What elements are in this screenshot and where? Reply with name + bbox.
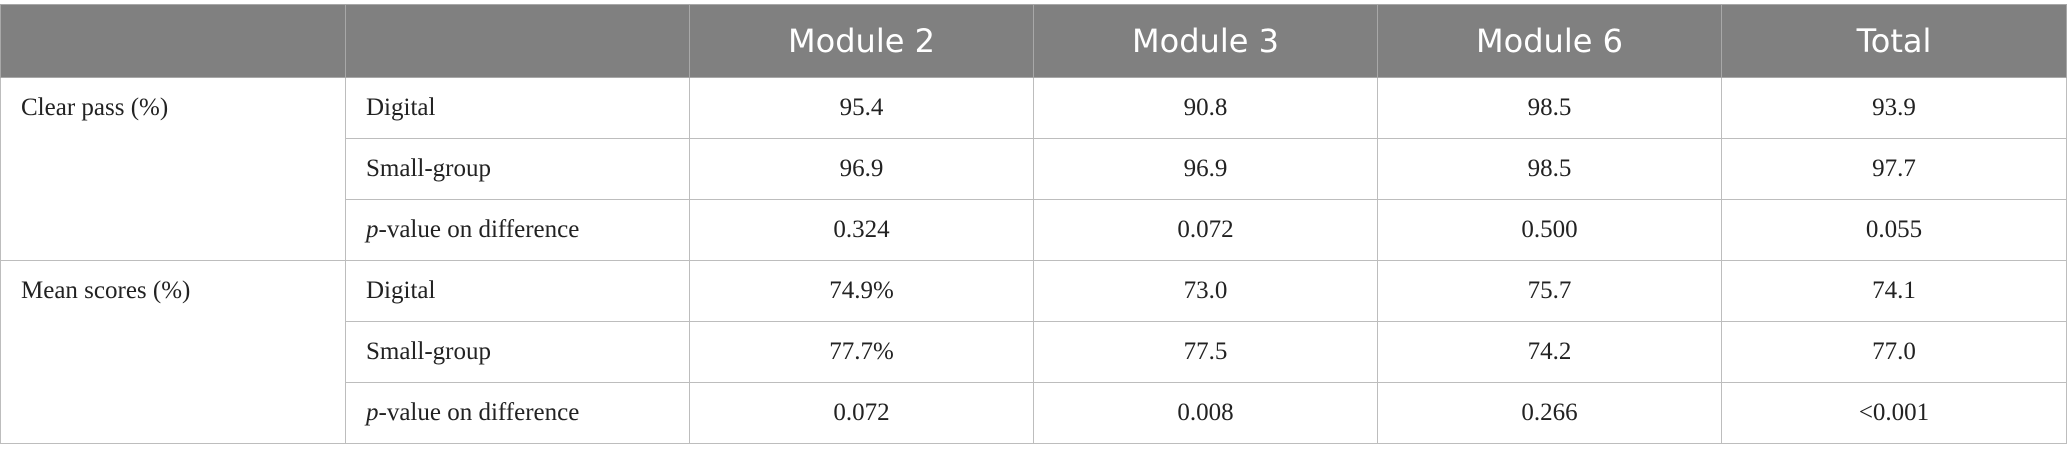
table-row: p-value on difference 0.324 0.072 0.500 0.05… [1,199,2067,261]
value-cell: 0.500 [1377,199,1722,261]
value-cell: 93.9 [1721,77,2067,139]
value-cell: 0.072 [689,382,1034,444]
table-row: Small-group 77.7% 77.5 74.2 77.0 [1,321,2067,383]
row-label: Digital [345,77,690,139]
value-cell: 77.5 [1033,321,1378,383]
table-row: p-value on difference 0.072 0.008 0.266 <0.0… [1,382,2067,444]
value-cell: 0.072 [1033,199,1378,261]
table-body: Clear pass (%) Digital 95.4 90.8 98.5 93.9 Sma… [0,77,2067,444]
header-cell: Total [1721,4,2067,78]
value-cell: 75.7 [1377,260,1722,322]
value-cell: 0.008 [1033,382,1378,444]
header-row: Module 2 Module 3 Module 6 Total [0,4,2067,78]
value-cell: 0.324 [689,199,1034,261]
value-cell: 90.8 [1033,77,1378,139]
row-label: Small-group [345,138,690,200]
value-cell: <0.001 [1721,382,2067,444]
value-cell: 77.7% [689,321,1034,383]
value-cell: 98.5 [1377,138,1722,200]
value-cell: 97.7 [1721,138,2067,200]
value-cell: 96.9 [689,138,1034,200]
results-table: Module 2 Module 3 Module 6 Total Clear pass… [0,4,2067,444]
row-label: p-value on difference [345,382,690,444]
value-cell: 74.9% [689,260,1034,322]
header-cell [0,4,346,78]
value-cell: 74.2 [1377,321,1722,383]
row-label: Small-group [345,321,690,383]
header-cell: Module 3 [1033,4,1378,78]
table-row: Mean scores (%) Digital 74.9% 73.0 75.7 74.1 [0,260,2067,444]
value-cell: 77.0 [1721,321,2067,383]
value-cell: 0.266 [1377,382,1722,444]
header-cell: Module 2 [689,4,1034,78]
value-cell: 74.1 [1721,260,2067,322]
value-cell: 96.9 [1033,138,1378,200]
value-cell: 73.0 [1033,260,1378,322]
row-label: p-value on difference [345,199,690,261]
table-row: Clear pass (%) Digital 95.4 90.8 98.5 93.9 [0,77,2067,261]
row-label: Digital [345,260,690,322]
group-cell: Clear pass (%) [0,77,346,261]
group-cell: Mean scores (%) [0,260,346,444]
value-cell: 0.055 [1721,199,2067,261]
header-cell [345,4,690,78]
value-cell: 98.5 [1377,77,1722,139]
header-cell: Module 6 [1377,4,1722,78]
value-cell: 95.4 [689,77,1034,139]
